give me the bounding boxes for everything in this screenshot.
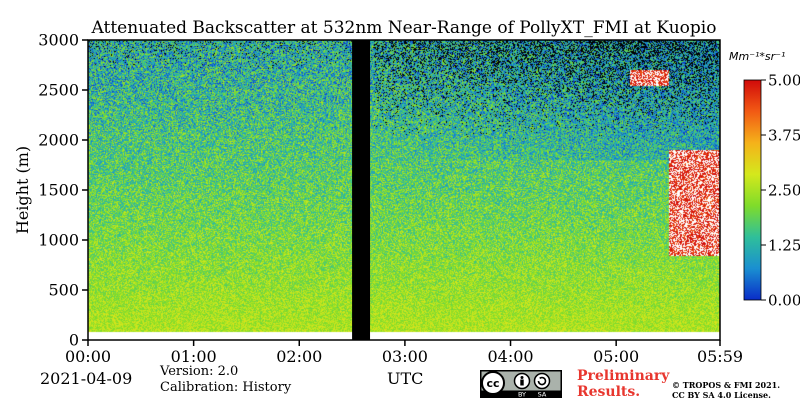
calibration-label: Calibration: History (160, 380, 292, 395)
y-tick-label: 500 (48, 281, 79, 300)
copyright-line1: © TROPOS & FMI 2021. (672, 380, 781, 390)
colorbar-tick-label: 5.00 (768, 72, 800, 90)
x-tick-label: 03:00 (382, 347, 428, 366)
colorbar-tick-label: 0.00 (768, 292, 800, 310)
cc-logo-text: cc (486, 377, 499, 390)
y-axis: 0 500 1000 1500 2000 2500 3000 (38, 31, 88, 350)
x-tick-label: 04:00 (487, 347, 533, 366)
sa-share-icon (533, 372, 551, 390)
x-axis: 00:00 01:00 02:00 03:00 04:00 05:00 05:59 (65, 340, 743, 366)
copyright-line2: CC BY SA 4.0 License. (672, 390, 771, 400)
date-label: 2021-04-09 (40, 369, 133, 388)
colorbar-tick-label: 3.75 (768, 127, 800, 145)
chart-title: Attenuated Backscatter at 532nm Near-Ran… (91, 18, 717, 38)
y-tick-label: 1500 (38, 181, 79, 200)
cc-by-sa-badge: cc BY SA (480, 370, 562, 398)
copyright-label: © TROPOS & FMI 2021. CC BY SA 4.0 Licens… (672, 380, 780, 400)
y-tick-label: 3000 (38, 31, 79, 50)
y-tick-label: 0 (69, 331, 79, 350)
sa-text: SA (538, 391, 547, 399)
y-tick-label: 1000 (38, 231, 79, 250)
plot-area (88, 40, 720, 340)
colorbar-tick-label: 2.50 (768, 182, 800, 200)
x-tick-label: 02:00 (276, 347, 322, 366)
by-text: BY (518, 391, 526, 399)
version-label: Version: 2.0 (160, 364, 239, 379)
x-tick-label: 01:00 (171, 347, 217, 366)
no-data-gap (352, 40, 371, 340)
x-tick-label: 05:59 (697, 347, 743, 366)
utc-label: UTC (387, 369, 424, 388)
preliminary-line2: Results. (577, 384, 641, 400)
colorbar-unit-label: Mm⁻¹*sr⁻¹ (729, 50, 785, 63)
x-tick-label: 00:00 (65, 347, 111, 366)
colorbar-tick-label: 1.25 (768, 237, 800, 255)
heatmap-canvas (88, 40, 720, 340)
colorbar-ticks: 0.00 1.25 2.50 3.75 5.00 (761, 72, 800, 310)
y-axis-label: Height (m) (13, 146, 32, 234)
colorbar (743, 79, 762, 301)
preliminary-results-label: Preliminary Results. (577, 368, 669, 400)
y-tick-label: 2500 (38, 81, 79, 100)
x-tick-label: 05:00 (593, 347, 639, 366)
preliminary-line1: Preliminary (577, 368, 670, 384)
no-data-gap-layer (352, 40, 371, 340)
y-tick-label: 2000 (38, 131, 79, 150)
